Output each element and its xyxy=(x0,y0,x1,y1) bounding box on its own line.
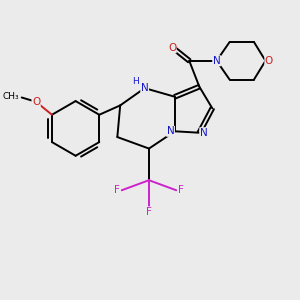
Text: N: N xyxy=(200,128,208,138)
Text: O: O xyxy=(168,43,176,53)
Text: F: F xyxy=(114,185,120,195)
Text: N: N xyxy=(141,83,148,93)
Text: O: O xyxy=(32,97,40,107)
Text: F: F xyxy=(146,207,152,217)
Text: O: O xyxy=(265,56,273,66)
Text: H: H xyxy=(132,77,139,86)
Text: N: N xyxy=(213,56,220,66)
Text: CH₃: CH₃ xyxy=(2,92,19,100)
Text: N: N xyxy=(167,126,174,136)
Text: F: F xyxy=(178,185,184,195)
